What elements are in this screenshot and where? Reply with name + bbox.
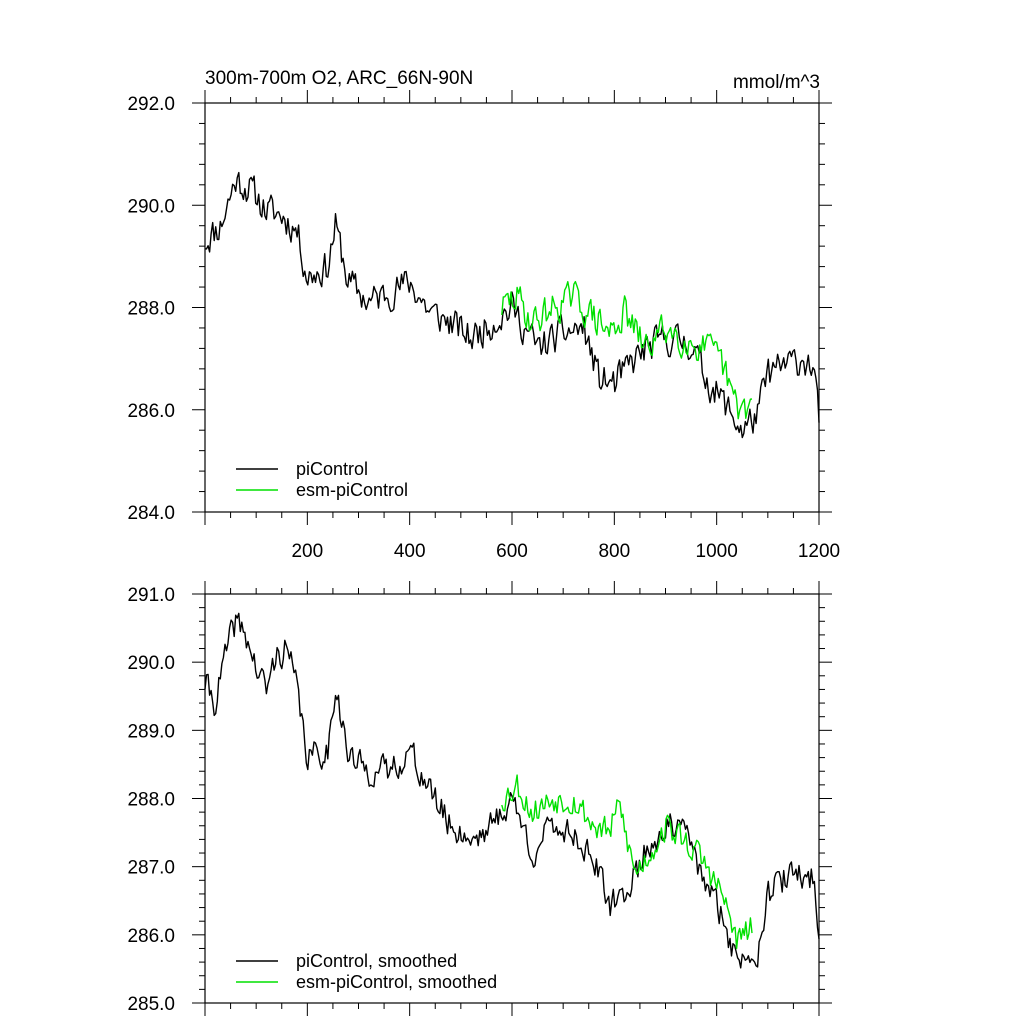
y-tick-label: 291.0 [127,585,175,606]
legend-label-picontrol-smoothed: piControl, smoothed [296,951,457,971]
y-tick-label: 286.0 [127,926,175,947]
legend: piControl, smoothed esm-piControl, smoot… [236,951,497,992]
x-tick-label: 800 [598,541,630,562]
x-tick-label: 1000 [696,541,738,562]
series-line-picontrol [204,612,820,969]
y-tick-label: 288.0 [127,299,175,320]
y-tick-label: 286.0 [127,401,175,422]
ticks-layer: 285.0 286.0 287.0 288.0 289.0 290.0 291.0 [127,581,832,1016]
y-tick-label: 292.0 [127,94,175,115]
y-tick-label: 287.0 [127,858,175,879]
x-tick-label: 400 [394,541,426,562]
y-tick-label: 285.0 [127,994,175,1015]
legend-label-esm-picontrol: esm-piControl [296,480,408,500]
plot-frame [204,102,820,513]
legend-label-esm-picontrol-smoothed: esm-piControl, smoothed [296,972,497,992]
series-line-esm-picontrol [501,280,753,420]
y-tick-label: 290.0 [127,653,175,674]
x-tick-label: 200 [291,541,323,562]
chart-title: 300m-700m O2, ARC_66N-90N [205,68,473,89]
series-layer [204,612,820,969]
top-panel: 300m-700m O2, ARC_66N-90N mmol/m^3 284.0… [127,68,840,562]
series-layer [204,171,820,439]
series-line-esm-picontrol [501,774,753,950]
y-tick-label: 290.0 [127,196,175,217]
y-tick-label: 284.0 [127,503,175,524]
ticks-layer: 284.0 286.0 288.0 290.0 292.0 200 400 600 800 100… [127,90,840,562]
x-tick-label: 1200 [798,541,840,562]
units-label: mmol/m^3 [733,72,820,93]
bottom-panel: 285.0 286.0 287.0 288.0 289.0 290.0 291.0 piCo… [127,581,832,1016]
x-tick-label: 600 [496,541,528,562]
y-tick-label: 288.0 [127,790,175,811]
legend-label-picontrol: piControl [296,459,368,479]
series-line-picontrol [204,171,820,439]
legend: piControl esm-piControl [236,459,408,500]
y-tick-label: 289.0 [127,721,175,742]
